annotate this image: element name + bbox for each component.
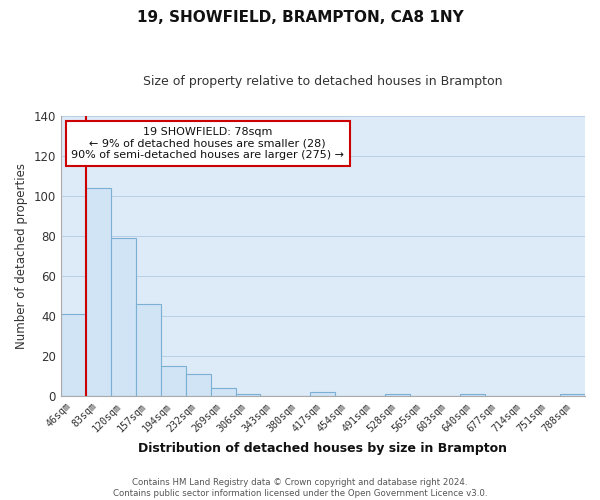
X-axis label: Distribution of detached houses by size in Brampton: Distribution of detached houses by size …: [139, 442, 508, 455]
Text: Contains HM Land Registry data © Crown copyright and database right 2024.
Contai: Contains HM Land Registry data © Crown c…: [113, 478, 487, 498]
Bar: [211, 388, 236, 396]
Bar: [385, 394, 410, 396]
Bar: [136, 304, 161, 396]
Bar: [310, 392, 335, 396]
Bar: [460, 394, 485, 396]
Text: 19 SHOWFIELD: 78sqm
← 9% of detached houses are smaller (28)
90% of semi-detache: 19 SHOWFIELD: 78sqm ← 9% of detached hou…: [71, 127, 344, 160]
Bar: [236, 394, 260, 396]
Y-axis label: Number of detached properties: Number of detached properties: [15, 163, 28, 349]
Text: 19, SHOWFIELD, BRAMPTON, CA8 1NY: 19, SHOWFIELD, BRAMPTON, CA8 1NY: [137, 10, 463, 25]
Bar: [161, 366, 185, 396]
Bar: [185, 374, 211, 396]
Bar: [111, 238, 136, 396]
Bar: [560, 394, 585, 396]
Bar: [61, 314, 86, 396]
Title: Size of property relative to detached houses in Brampton: Size of property relative to detached ho…: [143, 75, 503, 88]
Bar: [86, 188, 111, 396]
